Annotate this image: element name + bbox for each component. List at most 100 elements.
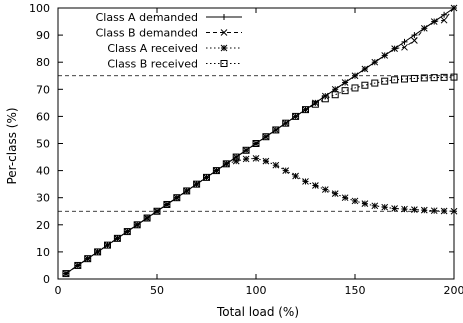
series-line-3	[65, 157, 455, 274]
series-4-point	[341, 87, 349, 95]
series-3-point	[331, 190, 339, 197]
series-4-point	[232, 153, 240, 161]
series-4-point	[173, 194, 181, 202]
legend-label: Class B demanded	[96, 27, 198, 40]
series-2-point	[262, 133, 270, 141]
y-tick-label: 60	[36, 110, 50, 123]
x-tick-label: 100	[246, 284, 267, 297]
series-3-point	[282, 167, 290, 174]
series-3-point	[242, 155, 250, 163]
series-4-point	[391, 76, 399, 84]
series-3-point	[74, 262, 82, 269]
series-4-point	[282, 119, 290, 127]
series-3-point	[252, 155, 260, 162]
series-1-point	[411, 32, 418, 39]
series-4-point	[163, 200, 171, 208]
series-2-point	[401, 43, 408, 51]
y-tick-label: 90	[36, 29, 50, 42]
legend-marker	[220, 44, 228, 52]
series-3-point	[302, 178, 309, 185]
series-3-point	[371, 202, 379, 210]
series-2-point	[282, 119, 290, 127]
series-4-point	[262, 133, 270, 141]
series-2-point	[341, 79, 349, 86]
series-3-point	[440, 207, 448, 215]
series-3-point	[262, 157, 270, 165]
series-2-point	[381, 52, 389, 59]
series-4-point	[321, 95, 329, 103]
series-2-point	[391, 45, 398, 53]
series-3-point	[143, 214, 151, 222]
series-2-point	[242, 146, 250, 154]
series-4-point	[104, 241, 111, 249]
series-3-point	[321, 186, 329, 193]
series-3-point	[411, 206, 418, 213]
series-2-point	[252, 140, 260, 147]
series-4-point	[351, 84, 359, 92]
series-3-point	[351, 197, 359, 205]
series-4-point	[153, 207, 161, 215]
series-3-point	[341, 194, 349, 202]
series-4-point	[94, 248, 102, 256]
legend-label: Class A demanded	[96, 11, 198, 24]
series-4-point	[381, 77, 389, 85]
series-4-point	[123, 228, 131, 236]
series-4-point	[401, 75, 408, 83]
series-3-point	[193, 180, 200, 188]
series-3-point	[361, 200, 369, 208]
y-axis-label: Per-class (%)	[5, 107, 19, 184]
series-3-point	[133, 221, 141, 229]
series-4-point	[430, 74, 438, 82]
series-4-point	[222, 160, 230, 168]
series-4-point	[331, 91, 339, 99]
series-4-point	[450, 73, 458, 81]
series-2-point	[292, 113, 299, 120]
series-4-point	[212, 167, 220, 175]
series-3-point	[123, 228, 131, 235]
series-3-point	[183, 187, 191, 195]
series-4-point	[143, 214, 151, 222]
y-tick-label: 70	[36, 83, 50, 96]
y-tick-label: 20	[36, 219, 50, 232]
y-tick-label: 40	[36, 165, 50, 178]
series-3-point	[292, 172, 299, 180]
series-3-point	[153, 207, 161, 215]
legend-label: Class A received	[107, 42, 198, 55]
series-line-4	[65, 76, 455, 274]
series-4-point	[113, 234, 121, 242]
series-3-point	[420, 206, 428, 214]
x-axis-label: Total load (%)	[216, 305, 299, 319]
series-3-point	[430, 207, 438, 215]
series-4-point	[361, 81, 369, 89]
y-tick-label: 0	[43, 273, 50, 286]
series-4-point	[311, 100, 319, 108]
series-2-point	[420, 24, 428, 32]
series-3-point	[401, 205, 408, 213]
series-2-point	[450, 4, 458, 12]
series-3-point	[163, 201, 171, 208]
series-4-point	[193, 180, 201, 188]
series-4-point	[74, 261, 82, 269]
legend-label: Class B received	[107, 58, 198, 71]
series-4-point	[420, 74, 428, 82]
series-3-point	[312, 182, 319, 189]
series-3-point	[232, 157, 240, 165]
y-tick-label: 100	[29, 2, 50, 15]
legend-marker	[220, 60, 228, 67]
series-3-point	[391, 205, 398, 212]
series-4-point	[410, 74, 418, 82]
legend-marker	[220, 29, 228, 36]
y-tick-label: 10	[36, 246, 50, 259]
series-4-point	[133, 221, 141, 229]
series-4-point	[292, 112, 300, 120]
y-tick-label: 80	[36, 56, 50, 69]
series-1-point	[401, 38, 408, 45]
series-2-point	[430, 18, 438, 25]
series-4-point	[440, 73, 448, 81]
series-3-point	[222, 160, 230, 168]
series-2-point	[351, 72, 359, 80]
series-2-point	[302, 106, 309, 113]
series-2-point	[440, 16, 448, 24]
series-3-point	[114, 234, 121, 242]
